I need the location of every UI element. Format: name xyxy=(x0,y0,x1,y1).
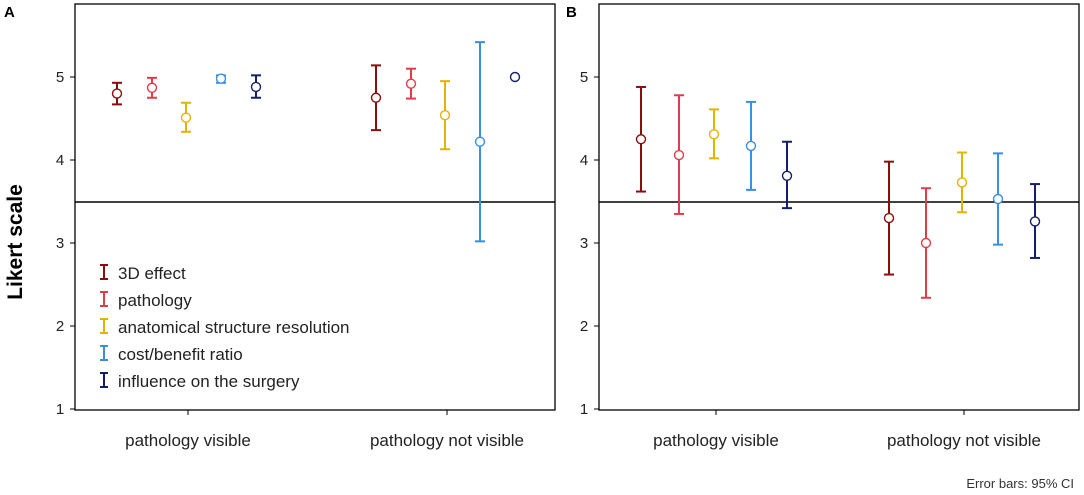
panel-b-category-label: pathology not visible xyxy=(887,431,1041,450)
legend-item-pathology: pathology xyxy=(100,291,192,310)
mean-point xyxy=(673,149,685,161)
error-bar xyxy=(992,152,1004,246)
error-bar xyxy=(146,76,158,99)
mean-point xyxy=(635,134,647,145)
error-bar xyxy=(111,81,123,106)
y-axis-label: Likert scale xyxy=(4,184,27,300)
panel-b-label: B xyxy=(566,4,577,21)
error-bar xyxy=(180,101,192,133)
legend-item-cost-benefit-ratio: cost/benefit ratio xyxy=(100,345,243,364)
y-tick-label: 3 xyxy=(56,235,64,252)
mean-point xyxy=(992,193,1004,205)
error-bar xyxy=(920,187,932,299)
panel-b: B 1 2 3 4 5 pathology visible pathology not … xyxy=(566,3,1080,450)
error-bar xyxy=(956,151,968,214)
mean-point xyxy=(956,177,968,188)
y-tick-label: 3 xyxy=(580,235,588,252)
mean-point xyxy=(745,140,757,152)
error-bar xyxy=(708,108,720,160)
mean-point xyxy=(111,88,123,99)
error-bar xyxy=(439,80,451,151)
y-tick-label: 5 xyxy=(56,69,64,86)
mean-point xyxy=(474,136,486,147)
mean-point xyxy=(883,212,895,224)
legend-label: pathology xyxy=(118,291,192,310)
y-tick-label: 2 xyxy=(580,318,588,335)
y-tick-label: 4 xyxy=(56,152,64,169)
error-bar xyxy=(673,94,685,215)
legend-label: anatomical structure resolution xyxy=(118,318,350,337)
error-bar xyxy=(250,74,262,99)
error-bar xyxy=(635,85,647,193)
legend-item-anatomical-structure-resolution: anatomical structure resolution xyxy=(100,318,350,337)
y-tick-label: 1 xyxy=(56,401,64,418)
mean-point xyxy=(370,92,382,103)
mean-point xyxy=(215,73,227,84)
mean-point xyxy=(405,78,417,89)
legend-item-3d-effect: 3D effect xyxy=(100,264,186,283)
panel-b-category-label: pathology visible xyxy=(653,431,779,450)
panel-a-category-label: pathology not visible xyxy=(370,431,524,450)
error-bar xyxy=(370,64,382,132)
mean-point xyxy=(781,170,793,181)
mean-point xyxy=(708,129,720,140)
mean-point xyxy=(920,237,932,249)
y-tick-label: 2 xyxy=(56,318,64,335)
panel-a-category-label: pathology visible xyxy=(125,431,251,450)
mean-point xyxy=(250,81,262,93)
legend-label: 3D effect xyxy=(118,264,186,283)
legend-label: cost/benefit ratio xyxy=(118,345,243,364)
error-bar xyxy=(883,160,895,276)
error-bar xyxy=(405,67,417,100)
error-bar xyxy=(745,100,757,191)
error-bar xyxy=(215,73,227,84)
error-bars-note: Error bars: 95% CI xyxy=(966,476,1074,491)
panel-a: A 1 2 3 4 5 pathology visible pathology not … xyxy=(4,3,556,450)
panel-a-label: A xyxy=(4,4,15,21)
legend-label: influence on the surgery xyxy=(118,372,300,391)
mean-point xyxy=(146,82,158,93)
error-bar xyxy=(1029,183,1041,259)
y-tick-label: 5 xyxy=(580,69,588,86)
legend-item-influence-on-the-surgery: influence on the surgery xyxy=(100,372,300,391)
panel-a-frame xyxy=(74,3,556,411)
error-bar xyxy=(509,71,521,83)
y-tick-label: 1 xyxy=(580,401,588,418)
mean-point xyxy=(439,109,451,121)
mean-point xyxy=(1029,216,1041,227)
mean-point xyxy=(509,71,521,83)
y-tick-label: 4 xyxy=(580,152,588,169)
mean-point xyxy=(180,112,192,123)
panel-b-frame xyxy=(598,3,1080,411)
legend: 3D effect pathology anatomical structure… xyxy=(100,264,350,391)
error-bar xyxy=(781,140,793,210)
error-bar xyxy=(474,41,486,243)
